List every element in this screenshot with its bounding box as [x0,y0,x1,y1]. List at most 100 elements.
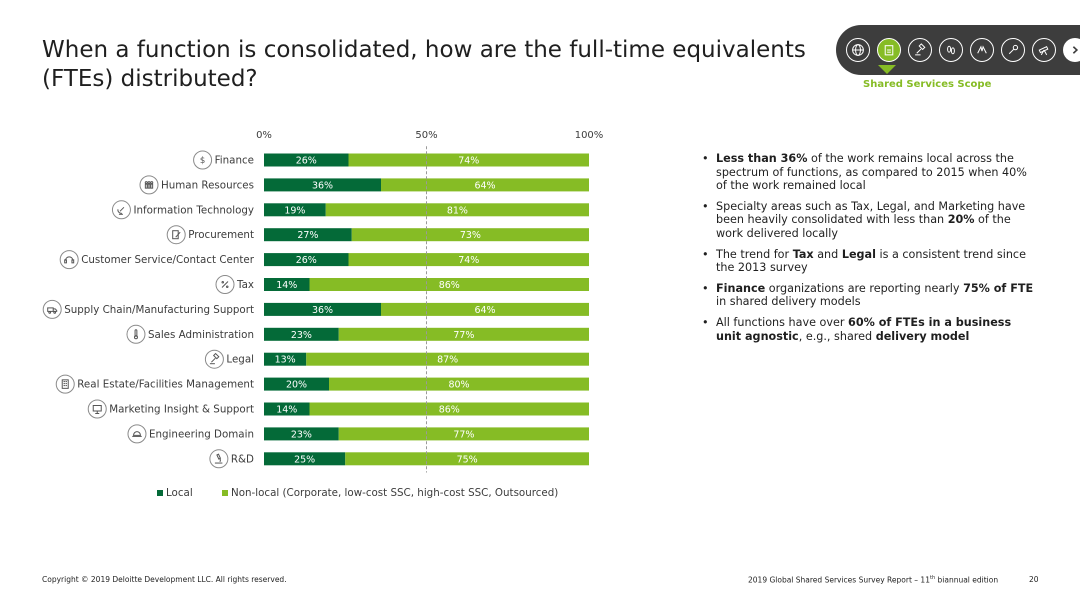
bar-row: Human Resources 36% 64% [139,175,589,195]
dollar-icon: $ [193,150,213,170]
copyright-notice: Copyright © 2019 Deloitte Development LL… [42,575,287,584]
category-label: Human Resources [161,179,254,191]
bar-row: Marketing Insight & Support 14% 86% [87,399,589,419]
bar-row: Finance $ 26% 74% [193,150,589,170]
finding-emphasis: 20% [947,213,975,227]
nav-section-footprints[interactable] [939,38,963,62]
section-navigation [836,25,1080,75]
data-label-nonlocal: 74% [458,255,479,266]
bar-row: Information Technology 19% 81% [111,200,589,220]
data-label-nonlocal: 87% [437,355,458,366]
globe-icon [852,44,864,56]
data-label-nonlocal: 80% [448,380,469,391]
next-section-button[interactable] [1063,38,1080,62]
category-label: Procurement [188,229,254,241]
finding-item: Less than 36% of the work remains local … [700,152,1040,193]
key-findings-list: Less than 36% of the work remains local … [700,152,1040,350]
satellite-icon [111,200,131,220]
data-label-nonlocal: 73% [460,230,481,241]
presentation-icon [87,399,107,419]
bar-nonlocal [351,228,589,242]
legend-label-local: Local [166,487,193,499]
report-edition-suffix: biannual edition [935,575,999,585]
truck-icon [42,299,62,319]
bar-local [264,153,349,167]
data-label-nonlocal: 81% [447,205,468,216]
bar-local [264,377,329,391]
active-section-pointer [878,65,896,74]
data-label-local: 25% [294,454,315,465]
data-label-local: 36% [312,180,333,191]
data-label-local: 19% [284,205,305,216]
finding-item: The trend for Tax and Legal is a consist… [700,248,1040,275]
finding-emphasis: Legal [841,247,876,261]
category-label: R&D [231,453,254,465]
nav-section-clipboard[interactable] [877,38,901,62]
category-label: Customer Service/Contact Center [81,254,255,266]
data-label-local: 23% [291,330,312,341]
bar-nonlocal [309,402,589,416]
finding-emphasis: 60% of FTEs in a business unit agnostic [716,315,1012,343]
category-label: Sales Administration [148,329,254,341]
category-label: Real Estate/Facilities Management [77,379,254,391]
bar-local [264,228,352,242]
report-edition-text: 2019 Global Shared Services Survey Repor… [748,575,930,585]
gavel-icon [915,43,926,56]
bar-local [264,402,310,416]
category-label: Information Technology [133,204,254,216]
category-label: Engineering Domain [149,428,254,440]
bar-local [264,203,326,217]
bar-nonlocal [381,178,589,192]
nav-section-gavel[interactable] [908,38,932,62]
x-tick-label: 0% [256,130,272,141]
data-label-local: 26% [296,156,317,167]
nav-section-telescope[interactable] [1032,38,1056,62]
bar-nonlocal [345,452,589,466]
chevron-right-icon [1072,46,1079,54]
telescope-icon [1038,46,1049,56]
category-label: Legal [226,354,254,366]
data-label-local: 14% [276,280,297,291]
x-tick-label: 50% [415,130,437,141]
x-tick-label: 100% [575,130,604,141]
bar-row: Sales Administration 23% 77% [126,324,589,344]
gavel-icon [204,349,224,369]
stacked-bar-chart: 0% 50% 100% Finance $ 26% 74% Human Resources 36… [42,130,604,499]
bar-nonlocal [306,352,589,366]
bar-local [264,452,346,466]
data-label-nonlocal: 64% [474,305,495,316]
finding-text: The trend for [716,247,793,261]
report-edition-sup: th [929,575,936,581]
finding-text: is a consistent trend since the 2013 sur… [716,247,1026,275]
nav-section-hands[interactable] [970,38,994,62]
bar-local [264,278,310,291]
bar-local [264,352,307,366]
finding-text: in shared delivery models [716,295,861,309]
percent-icon [215,275,235,294]
nav-section-globe[interactable] [846,38,870,62]
hands-icon [977,45,987,54]
finding-item: Finance organizations are reporting near… [700,282,1040,309]
headset-icon [59,250,79,270]
finding-text: of the work delivered locally [716,213,1011,240]
wrench-icon [1008,44,1019,55]
finding-emphasis: 75% of FTE [963,281,1034,295]
finding-emphasis: delivery model [875,329,970,343]
data-label-local: 20% [286,380,307,391]
finding-item: All functions have over 60% of FTEs in a… [700,316,1040,343]
bar-nonlocal [325,203,589,217]
building-icon [55,374,75,394]
finding-item: Specialty areas such as Tax, Legal, and … [700,200,1040,241]
report-edition: 2019 Global Shared Services Survey Repor… [748,575,998,585]
bar-row: Engineering Domain 23% 77% [127,424,589,444]
bar-row: R&D 25% 75% [209,449,589,469]
finding-emphasis: Less than 36% [716,152,808,165]
category-label: Marketing Insight & Support [109,404,254,416]
data-label-nonlocal: 86% [439,405,460,416]
data-label-local: 23% [291,429,312,440]
data-label-local: 26% [296,255,317,266]
nav-section-wrench[interactable] [1001,38,1025,62]
legend-swatch-nonlocal [222,490,228,496]
clipboard-icon [884,45,894,56]
data-label-nonlocal: 74% [458,156,479,167]
